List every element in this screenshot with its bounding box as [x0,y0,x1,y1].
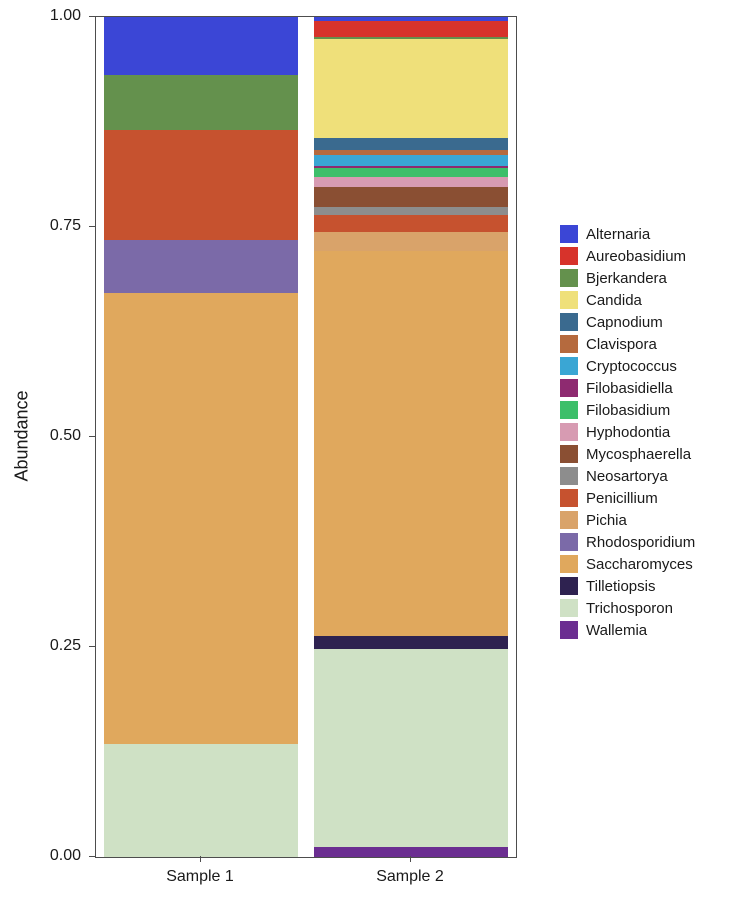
bar-segment [314,39,507,137]
legend-item: Pichia [560,511,695,529]
legend-item: Clavispora [560,335,695,353]
legend-label: Filobasidiella [586,380,673,397]
y-tick [89,226,95,227]
legend-swatch [560,291,578,309]
bar-segment [104,293,297,745]
legend-swatch [560,445,578,463]
bar-segment [314,21,507,36]
legend-swatch [560,489,578,507]
legend-label: Rhodosporidium [586,534,695,551]
legend-label: Wallemia [586,622,647,639]
legend-item: Cryptococcus [560,357,695,375]
legend-item: Neosartorya [560,467,695,485]
legend-item: Bjerkandera [560,269,695,287]
legend-label: Hyphodontia [586,424,670,441]
legend-swatch [560,225,578,243]
bar-segment [104,744,297,857]
y-tick [89,856,95,857]
bar-segment [314,207,507,216]
bar-segment [314,215,507,232]
legend-item: Filobasidium [560,401,695,419]
x-tick-label: Sample 2 [376,868,444,886]
legend-swatch [560,511,578,529]
legend-item: Tilletiopsis [560,577,695,595]
legend-swatch [560,621,578,639]
bar-segment [314,138,507,151]
legend-item: Penicillium [560,489,695,507]
legend-label: Candida [586,292,642,309]
bar-segment [104,75,297,130]
x-tick-label: Sample 1 [166,868,234,886]
legend-item: Capnodium [560,313,695,331]
legend-swatch [560,533,578,551]
legend-label: Bjerkandera [586,270,667,287]
legend-item: Candida [560,291,695,309]
legend-swatch [560,555,578,573]
legend-item: Filobasidiella [560,379,695,397]
legend: Alternaria Aureobasidium Bjerkandera Candid… [560,225,695,643]
bar-segment [314,187,507,207]
y-tick-label: 0.75 [0,217,81,235]
bar-segment [104,17,297,75]
legend-label: Capnodium [586,314,663,331]
legend-swatch [560,467,578,485]
legend-swatch [560,335,578,353]
legend-label: Pichia [586,512,627,529]
plot-area [95,16,517,858]
legend-item: Trichosporon [560,599,695,617]
bar-segment [314,155,507,166]
bar-segment [314,251,507,636]
y-tick-label: 1.00 [0,7,81,25]
legend-item: Rhodosporidium [560,533,695,551]
legend-item: Wallemia [560,621,695,639]
legend-label: Cryptococcus [586,358,677,375]
x-tick [410,856,411,862]
legend-label: Alternaria [586,226,650,243]
legend-item: Alternaria [560,225,695,243]
bar-segment [314,649,507,847]
legend-label: Clavispora [586,336,657,353]
legend-label: Mycosphaerella [586,446,691,463]
bar-segment [104,130,297,240]
y-tick-label: 0.00 [0,847,81,865]
legend-label: Aureobasidium [586,248,686,265]
bar [104,17,297,857]
legend-swatch [560,423,578,441]
legend-label: Tilletiopsis [586,578,655,595]
legend-swatch [560,599,578,617]
y-tick [89,646,95,647]
bar-segment [104,240,297,292]
legend-swatch [560,357,578,375]
legend-label: Filobasidium [586,402,670,419]
bar-segment [314,232,507,251]
legend-label: Trichosporon [586,600,673,617]
y-tick [89,436,95,437]
legend-swatch [560,247,578,265]
legend-item: Saccharomyces [560,555,695,573]
legend-label: Penicillium [586,490,658,507]
x-tick [200,856,201,862]
legend-item: Mycosphaerella [560,445,695,463]
bar-segment [314,177,507,187]
legend-swatch [560,401,578,419]
legend-swatch [560,313,578,331]
bar [314,17,507,857]
legend-swatch [560,577,578,595]
bar-segment [314,168,507,177]
y-tick-label: 0.50 [0,427,81,445]
figure: Abundance AlternariaAureobasidiumBjerkan… [0,0,734,907]
legend-item: Hyphodontia [560,423,695,441]
y-tick-label: 0.25 [0,637,81,655]
legend-swatch [560,379,578,397]
legend-item: Aureobasidium [560,247,695,265]
bar-segment [314,636,507,649]
legend-label: Neosartorya [586,468,668,485]
legend-label: Saccharomyces [586,556,693,573]
legend-swatch [560,269,578,287]
y-tick [89,16,95,17]
